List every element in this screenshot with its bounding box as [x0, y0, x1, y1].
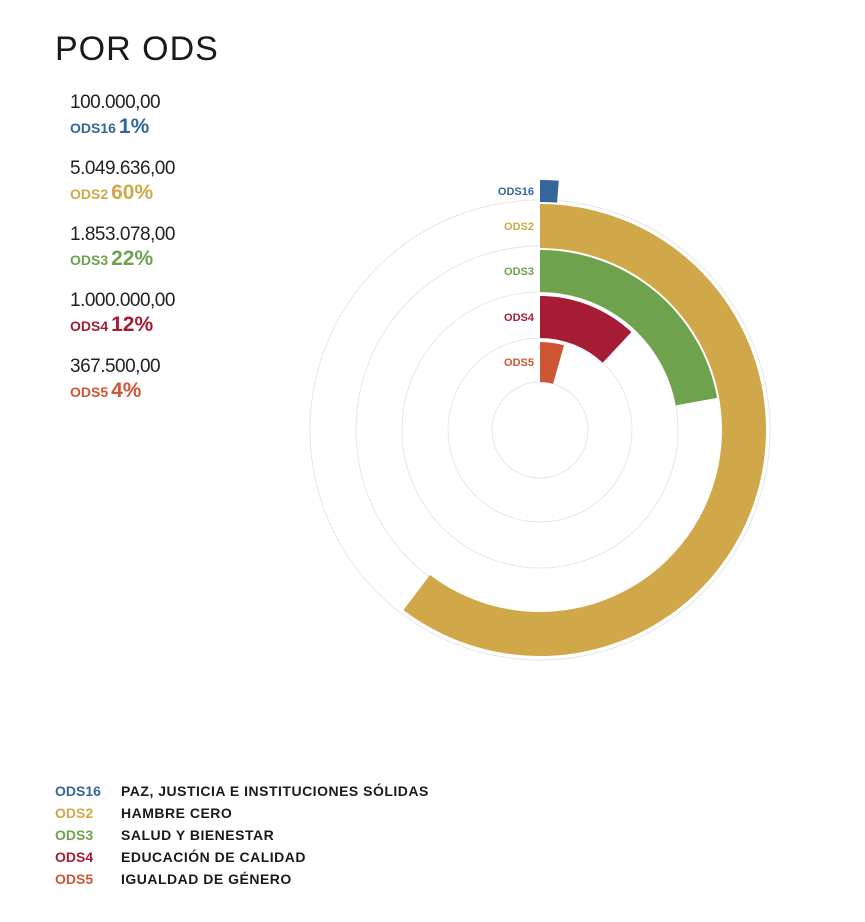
summary-item-ods4: 1.000.000,00 ODS4 12%	[70, 290, 290, 356]
ods-code: ODS3	[70, 252, 109, 268]
summary-item-ods2: 5.049.636,00 ODS2 60%	[70, 158, 290, 224]
amount-value: 100.000,00	[70, 92, 161, 113]
amount-value: 1.853.078,00	[70, 224, 175, 245]
bar-label: ODS3	[504, 266, 534, 278]
percent-value: 60%	[111, 181, 154, 204]
summary-item-ods5: 367.500,00 ODS5 4%	[70, 356, 290, 422]
radial-bar-ods3	[540, 250, 718, 406]
amount-value: 5.049.636,00	[70, 158, 175, 179]
legend-row-ods2: ODS2 HAMBRE CERO	[55, 802, 429, 824]
ods-code: ODS16	[70, 120, 116, 136]
radial-bar-ods16	[540, 180, 559, 203]
bar-label: ODS2	[504, 221, 534, 233]
legend-name: IGUALDAD DE GÉNERO	[121, 871, 292, 887]
radial-bar-ods2	[403, 204, 767, 656]
legend-code: ODS5	[55, 871, 94, 887]
legend-code: ODS4	[55, 849, 94, 865]
legend: ODS16 PAZ, JUSTICIA E INSTITUCIONES SÓLID…	[55, 780, 429, 890]
radial-bar-chart: ODS16 ODS2 ODS3 ODS4 ODS5	[309, 180, 771, 661]
legend-code: ODS3	[55, 827, 94, 843]
legend-code: ODS2	[55, 805, 94, 821]
bar-label: ODS4	[504, 312, 535, 324]
legend-row-ods3: ODS3 SALUD Y BIENESTAR	[55, 824, 429, 846]
ods-code: ODS5	[70, 384, 109, 400]
ods-code: ODS4	[70, 318, 109, 334]
amount-value: 1.000.000,00	[70, 290, 175, 311]
bar-label: ODS16	[498, 186, 534, 198]
percent-value: 1%	[118, 115, 150, 138]
legend-row-ods4: ODS4 EDUCACIÓN DE CALIDAD	[55, 846, 429, 868]
legend-row-ods5: ODS5 IGUALDAD DE GÉNERO	[55, 868, 429, 890]
radial-bar-ods4	[540, 296, 632, 363]
percent-value: 4%	[111, 379, 142, 402]
legend-name: SALUD Y BIENESTAR	[121, 827, 275, 843]
summary-item-ods3: 1.853.078,00 ODS3 22%	[70, 224, 290, 290]
legend-code: ODS16	[55, 783, 101, 799]
ods-code: ODS2	[70, 186, 109, 202]
grid-circle	[491, 381, 589, 479]
bar-label: ODS5	[504, 357, 534, 369]
legend-name: HAMBRE CERO	[121, 805, 233, 821]
summary-item-ods16: 100.000,00 ODS16 1%	[70, 92, 290, 158]
legend-row-ods16: ODS16 PAZ, JUSTICIA E INSTITUCIONES SÓLID…	[55, 780, 429, 802]
legend-name: PAZ, JUSTICIA E INSTITUCIONES SÓLIDAS	[121, 783, 429, 799]
page-title: POR ODS	[55, 30, 219, 68]
radial-bar-ods5	[540, 342, 564, 384]
legend-name: EDUCACIÓN DE CALIDAD	[121, 849, 306, 865]
amount-value: 367.500,00	[70, 356, 161, 377]
summary-list: 100.000,00 ODS16 1% 5.049.636,00 ODS2 60% …	[70, 92, 290, 422]
percent-value: 12%	[111, 313, 154, 336]
percent-value: 22%	[111, 247, 154, 270]
